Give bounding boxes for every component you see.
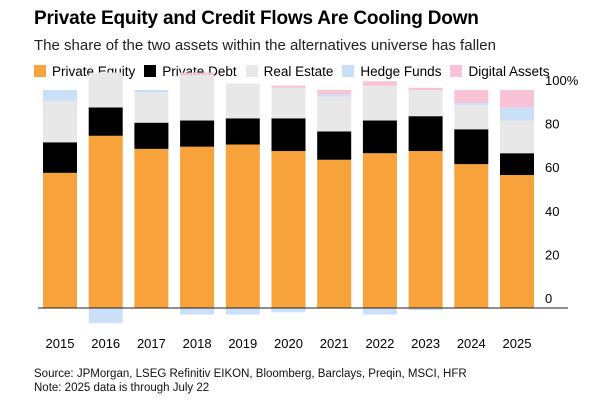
bar-private-equity-2022: [362, 153, 397, 308]
bar-hedge-funds-2016: [88, 308, 123, 324]
bar-private-debt-2021: [317, 131, 352, 160]
x-tick-label: 2019: [228, 336, 257, 351]
x-tick-label: 2021: [320, 336, 349, 351]
bar-digital-assets-2018: [180, 72, 215, 75]
bar-private-equity-2023: [408, 151, 443, 308]
bar-real-estate-2019: [225, 83, 260, 119]
bar-private-equity-2020: [271, 151, 306, 308]
bar-private-debt-2020: [271, 118, 306, 152]
x-tick-label: 2017: [137, 336, 166, 351]
y-tick-label: 0: [545, 291, 552, 306]
chart-legend: Private Equity Private Debt Real Estate Hed…: [34, 63, 559, 81]
legend-item-hedge-funds: Hedge Funds: [342, 64, 441, 79]
bar-real-estate-2016: [88, 72, 123, 108]
bar-private-equity-2025: [500, 175, 534, 308]
y-tick-label: 20: [545, 247, 559, 262]
legend-item-digital-assets: Digital Assets: [450, 64, 550, 80]
bar-digital-assets-2022: [362, 81, 397, 86]
source-note: Source: JPMorgan, LSEG Refinitiv EIKON, …: [34, 368, 467, 380]
chart-title: Private Equity and Credit Flows Are Cool…: [34, 8, 479, 29]
legend-item-real-estate: Real Estate: [245, 64, 334, 80]
bar-private-debt-2017: [134, 122, 169, 149]
bar-hedge-funds-2017: [134, 90, 169, 93]
legend-swatch-real-estate: [245, 65, 258, 78]
data-note: Note: 2025 data is through July 22: [34, 382, 210, 394]
legend-label-hedge-funds: Hedge Funds: [360, 64, 442, 80]
bar-private-equity-2018: [180, 146, 215, 308]
bar-hedge-funds-2020: [271, 308, 306, 313]
legend-swatch-digital-assets: [450, 65, 463, 78]
legend-swatch-private-debt: [144, 65, 157, 78]
x-tick-label: 2016: [91, 336, 120, 351]
chart-footer: Source: JPMorgan, LSEG Refinitiv EIKON, …: [34, 367, 467, 395]
bar-private-debt-2016: [88, 107, 123, 136]
bar-hedge-funds-2022: [362, 308, 397, 315]
bar-digital-assets-2021: [317, 90, 352, 95]
bar-hedge-funds-2025: [500, 107, 534, 121]
bar-hedge-funds-2015: [43, 90, 77, 101]
x-tick-label: 2023: [411, 336, 440, 351]
bar-digital-assets-2023: [408, 87, 443, 90]
bar-hedge-funds-2019: [225, 308, 260, 315]
bar-private-debt-2023: [408, 116, 443, 152]
bar-private-equity-2021: [317, 159, 352, 308]
bar-private-debt-2015: [43, 142, 77, 173]
y-tick-label: 100%: [545, 73, 579, 88]
bar-hedge-funds-2023: [408, 308, 443, 311]
bar-digital-assets-2024: [454, 90, 489, 104]
y-tick-label: 40: [545, 204, 559, 219]
bar-hedge-funds-2021: [317, 94, 352, 97]
bar-private-debt-2018: [180, 120, 215, 147]
bar-private-equity-2015: [43, 172, 77, 308]
bar-private-debt-2025: [500, 153, 534, 176]
x-tick-label: 2024: [457, 336, 486, 351]
x-tick-label: 2015: [46, 336, 75, 351]
bar-real-estate-2022: [362, 85, 397, 121]
legend-label-digital-assets: Digital Assets: [468, 64, 550, 80]
bar-hedge-funds-2024: [454, 103, 489, 106]
bar-private-equity-2016: [88, 135, 123, 308]
x-tick-label: 2022: [365, 336, 394, 351]
bar-real-estate-2017: [134, 92, 169, 123]
bar-private-equity-2017: [134, 148, 169, 308]
bar-real-estate-2018: [180, 74, 215, 121]
bar-private-debt-2022: [362, 120, 397, 154]
bar-private-debt-2024: [454, 129, 489, 165]
bar-real-estate-2024: [454, 105, 489, 130]
legend-swatch-hedge-funds: [342, 65, 355, 78]
y-tick-label: 80: [545, 117, 559, 132]
chart-subtitle: The share of the two assets within the a…: [34, 37, 496, 54]
x-tick-label: 2025: [503, 336, 532, 351]
legend-swatch-private-equity: [34, 65, 46, 78]
x-tick-label: 2020: [274, 336, 303, 351]
bar-hedge-funds-2018: [180, 308, 215, 315]
bar-private-equity-2019: [225, 144, 260, 308]
bar-digital-assets-2025: [500, 90, 534, 108]
bar-real-estate-2021: [317, 96, 352, 132]
bar-digital-assets-2020: [271, 85, 306, 88]
bar-private-equity-2024: [454, 164, 489, 308]
bar-private-debt-2019: [225, 118, 260, 145]
x-tick-label: 2018: [183, 336, 212, 351]
bar-real-estate-2015: [43, 100, 77, 143]
bar-real-estate-2020: [271, 87, 306, 119]
bar-real-estate-2023: [408, 90, 443, 117]
y-tick-label: 60: [545, 160, 559, 175]
bar-real-estate-2025: [500, 120, 534, 154]
legend-label-real-estate: Real Estate: [263, 64, 334, 80]
